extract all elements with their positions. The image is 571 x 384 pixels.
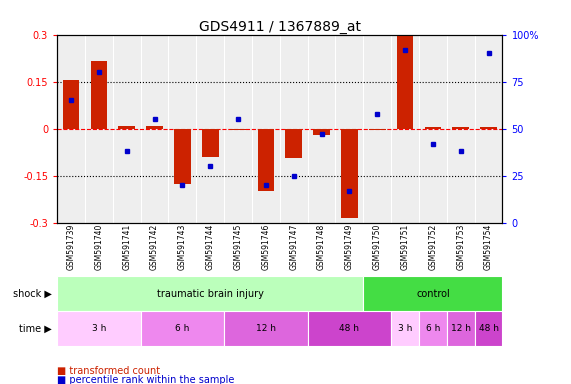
- Text: 48 h: 48 h: [478, 324, 498, 333]
- Bar: [90, 61, 107, 129]
- Bar: [258, 129, 274, 191]
- Title: GDS4911 / 1367889_at: GDS4911 / 1367889_at: [199, 20, 361, 33]
- Text: 12 h: 12 h: [451, 324, 471, 333]
- Text: ■ percentile rank within the sample: ■ percentile rank within the sample: [57, 375, 235, 384]
- Text: shock ▶: shock ▶: [13, 289, 51, 299]
- Bar: [63, 80, 79, 129]
- FancyBboxPatch shape: [447, 311, 475, 346]
- FancyBboxPatch shape: [140, 311, 224, 346]
- Text: ■ transformed count: ■ transformed count: [57, 366, 160, 376]
- FancyBboxPatch shape: [419, 311, 447, 346]
- Bar: [425, 127, 441, 129]
- FancyBboxPatch shape: [224, 311, 308, 346]
- Bar: [202, 129, 219, 157]
- Text: 3 h: 3 h: [398, 324, 412, 333]
- Text: control: control: [416, 289, 450, 299]
- Text: 12 h: 12 h: [256, 324, 276, 333]
- Bar: [341, 129, 357, 218]
- Text: 48 h: 48 h: [339, 324, 359, 333]
- FancyBboxPatch shape: [57, 311, 140, 346]
- Bar: [397, 36, 413, 129]
- Bar: [452, 127, 469, 129]
- FancyBboxPatch shape: [475, 311, 502, 346]
- Bar: [118, 126, 135, 129]
- FancyBboxPatch shape: [363, 276, 502, 311]
- Bar: [230, 129, 247, 130]
- Bar: [369, 129, 385, 130]
- Bar: [313, 129, 330, 135]
- Text: 6 h: 6 h: [175, 324, 190, 333]
- Text: traumatic brain injury: traumatic brain injury: [157, 289, 264, 299]
- FancyBboxPatch shape: [391, 311, 419, 346]
- Text: 6 h: 6 h: [426, 324, 440, 333]
- FancyBboxPatch shape: [57, 276, 363, 311]
- Text: 3 h: 3 h: [92, 324, 106, 333]
- Bar: [174, 129, 191, 184]
- Text: time ▶: time ▶: [19, 323, 51, 333]
- Bar: [286, 129, 302, 159]
- FancyBboxPatch shape: [308, 311, 391, 346]
- Bar: [480, 127, 497, 129]
- Bar: [146, 126, 163, 129]
